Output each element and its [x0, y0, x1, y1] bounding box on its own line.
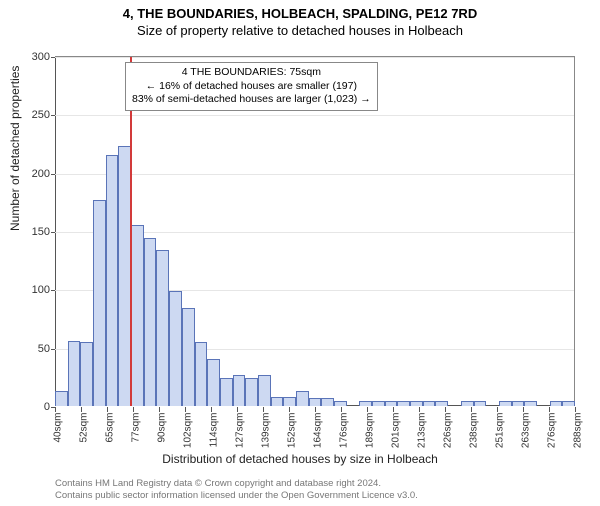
annotation-line3: 83% of semi-detached houses are larger (… — [132, 93, 371, 107]
x-tick-label: 52sqm — [79, 413, 90, 443]
x-tick-label: 139sqm — [261, 413, 272, 449]
histogram-bar — [220, 378, 233, 406]
histogram-bar — [106, 155, 119, 406]
x-tick-label: 127sqm — [235, 413, 246, 449]
x-tick-label: 65sqm — [105, 413, 116, 443]
histogram-bar — [118, 146, 131, 406]
x-tick-label: 263sqm — [521, 413, 532, 449]
x-tick-label: 288sqm — [573, 413, 584, 449]
x-tick-label: 40sqm — [53, 413, 64, 443]
histogram-bar — [271, 397, 284, 406]
histogram-bar — [144, 238, 157, 406]
x-tick-label: 77sqm — [131, 413, 142, 443]
x-axis-label: Distribution of detached houses by size … — [0, 452, 600, 466]
y-tick-label: 100 — [15, 284, 50, 296]
histogram-bar — [423, 401, 436, 406]
histogram-bar — [195, 342, 208, 406]
x-tick-label: 164sqm — [313, 413, 324, 449]
annotation-box: 4 THE BOUNDARIES: 75sqm ← 16% of detache… — [125, 62, 378, 111]
histogram-bar — [397, 401, 410, 406]
x-tick-label: 114sqm — [209, 413, 220, 448]
histogram-bar — [169, 291, 182, 407]
histogram-bar — [499, 401, 512, 406]
histogram-bar — [562, 401, 575, 406]
histogram-bar — [334, 401, 347, 406]
histogram-bar — [131, 225, 144, 406]
histogram-bar — [93, 200, 106, 407]
histogram-bar — [512, 401, 525, 406]
page-title: 4, THE BOUNDARIES, HOLBEACH, SPALDING, P… — [0, 6, 600, 21]
histogram-bar — [182, 308, 195, 406]
page-subtitle: Size of property relative to detached ho… — [0, 23, 600, 38]
y-tick-label: 50 — [15, 343, 50, 355]
y-tick-label: 0 — [15, 401, 50, 413]
histogram-bar — [296, 391, 309, 406]
histogram-bar — [309, 398, 322, 406]
histogram-bar — [385, 401, 398, 406]
footer-line2: Contains public sector information licen… — [55, 490, 418, 502]
x-tick-label: 152sqm — [287, 413, 298, 449]
footer-attribution: Contains HM Land Registry data © Crown c… — [55, 478, 418, 502]
histogram-bar — [68, 341, 81, 406]
footer-line1: Contains HM Land Registry data © Crown c… — [55, 478, 418, 490]
x-tick-label: 102sqm — [183, 413, 194, 449]
histogram-bar — [283, 397, 296, 406]
x-tick-label: 276sqm — [547, 413, 558, 449]
y-tick-label: 300 — [15, 51, 50, 63]
histogram-bar — [461, 401, 474, 406]
histogram-bar — [245, 378, 258, 406]
histogram-bar — [258, 375, 271, 407]
x-tick-label: 251sqm — [495, 413, 506, 449]
histogram-bar — [233, 375, 246, 407]
y-tick-label: 250 — [15, 109, 50, 121]
histogram-bar — [474, 401, 487, 406]
histogram-bar — [207, 359, 220, 406]
x-tick-label: 189sqm — [365, 413, 376, 449]
x-tick-label: 213sqm — [417, 413, 428, 449]
x-tick-label: 238sqm — [469, 413, 480, 449]
x-tick-label: 176sqm — [339, 413, 350, 449]
histogram-bar — [55, 391, 68, 406]
histogram-bar — [435, 401, 448, 406]
y-axis-label: Number of detached properties — [8, 66, 22, 231]
x-tick-label: 90sqm — [157, 413, 168, 443]
histogram-bar — [359, 401, 372, 406]
y-tick-label: 150 — [15, 226, 50, 238]
histogram-bar — [321, 398, 334, 406]
histogram-bar — [410, 401, 423, 406]
annotation-line1: 4 THE BOUNDARIES: 75sqm — [132, 66, 371, 80]
annotation-line2: ← 16% of detached houses are smaller (19… — [132, 80, 371, 94]
histogram-bar — [156, 250, 169, 406]
histogram-bar — [524, 401, 537, 406]
histogram-bar — [550, 401, 563, 406]
x-tick-label: 201sqm — [391, 413, 402, 449]
histogram-chart: 05010015020025030040sqm52sqm65sqm77sqm90… — [55, 56, 575, 406]
histogram-bar — [372, 401, 385, 406]
histogram-bar — [80, 342, 93, 406]
y-tick-label: 200 — [15, 168, 50, 180]
x-tick-label: 226sqm — [443, 413, 454, 449]
